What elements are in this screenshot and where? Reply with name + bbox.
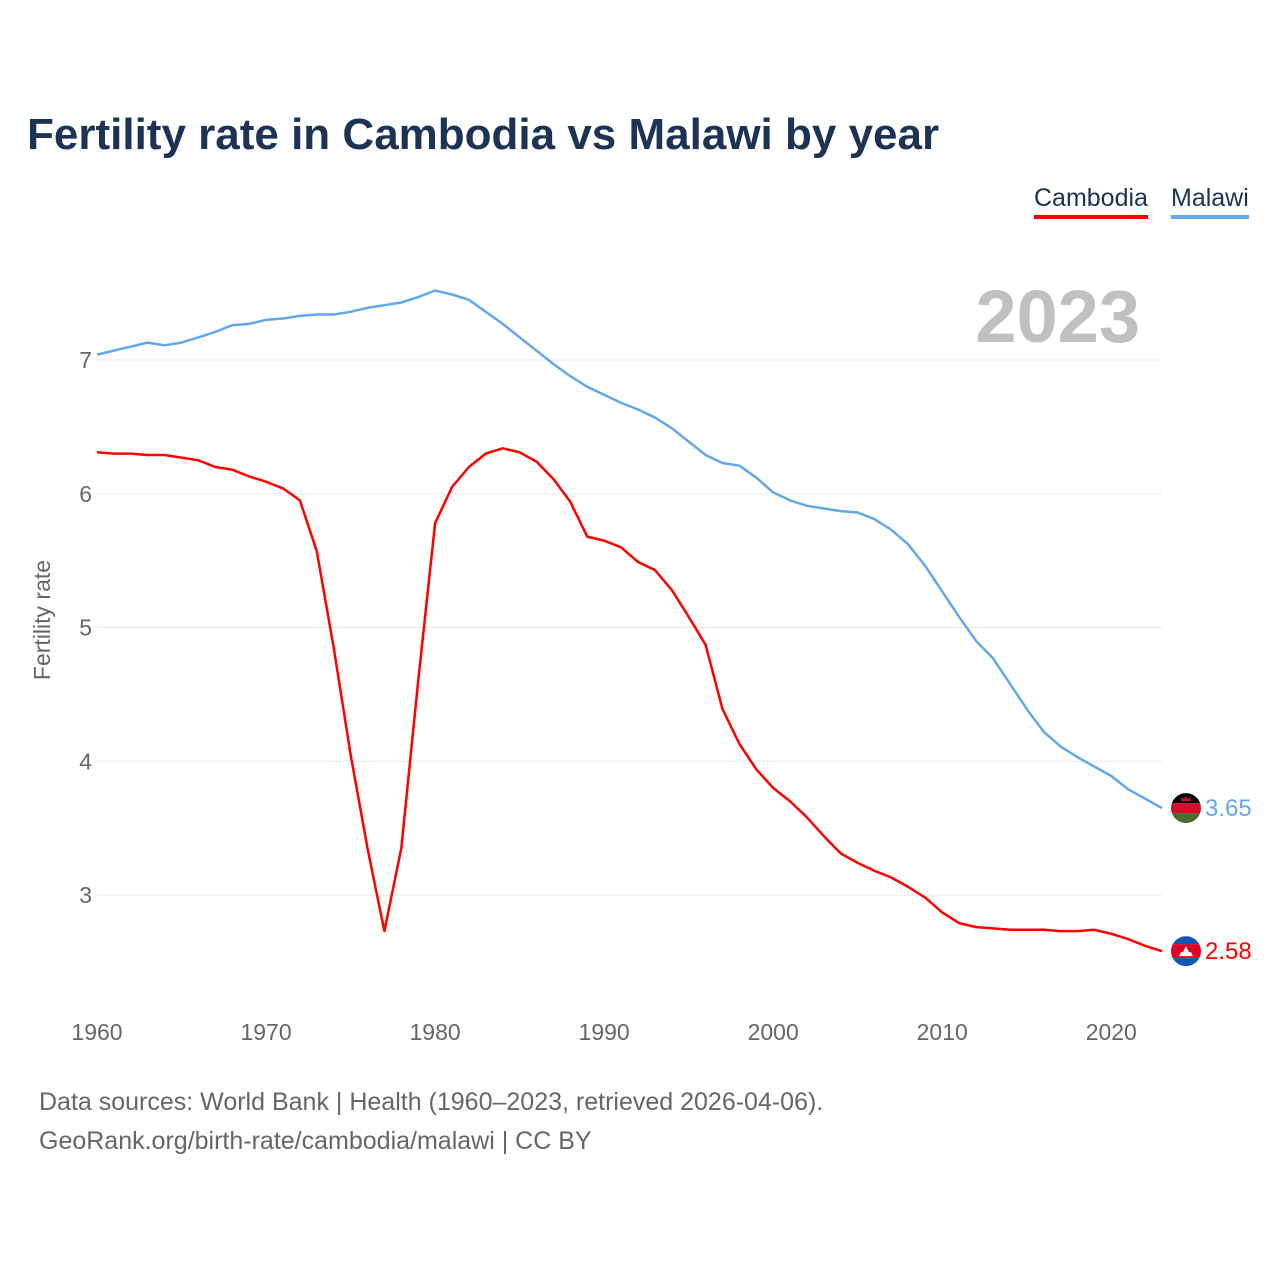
y-tick-label: 4 bbox=[79, 748, 92, 774]
series-line-malawi bbox=[96, 289, 1163, 810]
x-tick-label: 1970 bbox=[240, 1019, 291, 1045]
end-value-label-malawi: 3.65 bbox=[1205, 795, 1252, 822]
y-tick-label: 7 bbox=[79, 347, 92, 373]
cambodia-flag-icon bbox=[1171, 936, 1201, 967]
chart-title: Fertility rate in Cambodia vs Malawi by … bbox=[27, 110, 940, 159]
footer-credit[interactable]: GeoRank.org/birth-rate/cambodia/malawi |… bbox=[39, 1127, 592, 1155]
year-watermark: 2023 bbox=[975, 275, 1140, 358]
x-tick-label: 1980 bbox=[410, 1019, 461, 1045]
x-tick-label: 1960 bbox=[71, 1019, 122, 1045]
y-tick-label: 3 bbox=[79, 882, 92, 908]
y-axis-label: Fertility rate bbox=[29, 560, 55, 680]
legend-malawi[interactable]: Malawi bbox=[1171, 184, 1249, 219]
series-line-cambodia bbox=[96, 447, 1163, 953]
end-value-label-cambodia: 2.58 bbox=[1205, 938, 1252, 965]
malawi-flag-icon bbox=[1171, 793, 1201, 824]
x-tick-label: 2000 bbox=[748, 1019, 799, 1045]
x-tick-label: 2010 bbox=[917, 1019, 968, 1045]
y-tick-label: 6 bbox=[79, 481, 92, 507]
x-tick-label: 2020 bbox=[1086, 1019, 1137, 1045]
footer-source: Data sources: World Bank | Health (1960–… bbox=[39, 1088, 824, 1116]
x-tick-label: 1990 bbox=[579, 1019, 630, 1045]
legend-cambodia[interactable]: Cambodia bbox=[1034, 184, 1148, 219]
y-tick-label: 5 bbox=[79, 615, 92, 641]
